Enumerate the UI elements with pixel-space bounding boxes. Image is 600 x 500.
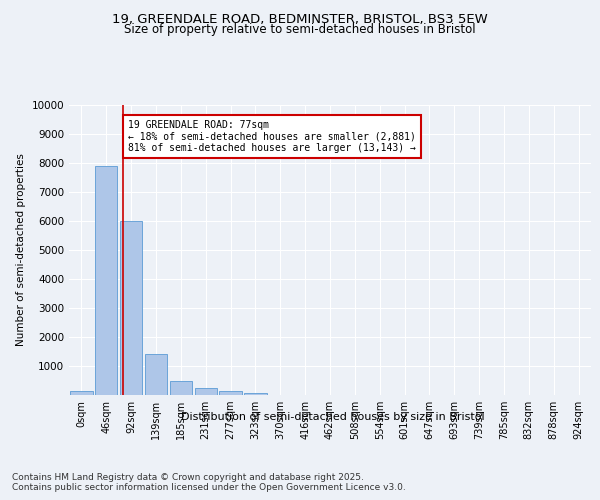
Text: Contains public sector information licensed under the Open Government Licence v3: Contains public sector information licen… xyxy=(12,484,406,492)
Bar xyxy=(70,390,92,395)
Bar xyxy=(244,394,266,395)
Bar xyxy=(120,221,142,395)
Text: Distribution of semi-detached houses by size in Bristol: Distribution of semi-detached houses by … xyxy=(181,412,485,422)
Text: 19, GREENDALE ROAD, BEDMINSTER, BRISTOL, BS3 5EW: 19, GREENDALE ROAD, BEDMINSTER, BRISTOL,… xyxy=(112,12,488,26)
Text: Size of property relative to semi-detached houses in Bristol: Size of property relative to semi-detach… xyxy=(124,22,476,36)
Bar xyxy=(194,388,217,395)
Y-axis label: Number of semi-detached properties: Number of semi-detached properties xyxy=(16,154,26,346)
Bar xyxy=(220,391,242,395)
Text: 19 GREENDALE ROAD: 77sqm
← 18% of semi-detached houses are smaller (2,881)
81% o: 19 GREENDALE ROAD: 77sqm ← 18% of semi-d… xyxy=(128,120,416,152)
Text: Contains HM Land Registry data © Crown copyright and database right 2025.: Contains HM Land Registry data © Crown c… xyxy=(12,472,364,482)
Bar xyxy=(95,166,118,395)
Bar xyxy=(170,381,192,395)
Bar xyxy=(145,354,167,395)
